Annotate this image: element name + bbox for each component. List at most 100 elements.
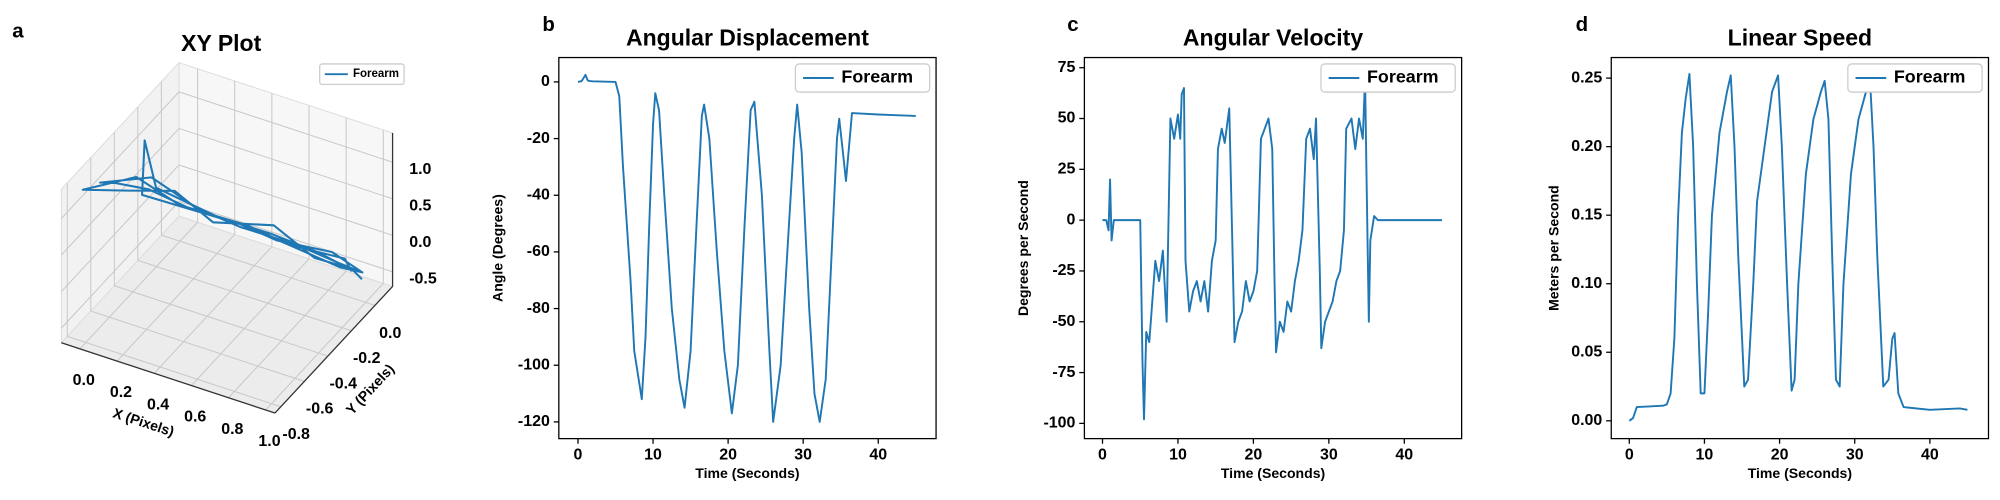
x-tick-label: 30 xyxy=(1320,446,1338,463)
y-tick-label: 0 xyxy=(1067,211,1076,228)
y-tick-label: -100 xyxy=(518,356,550,373)
grid-line xyxy=(190,258,310,386)
z-tick-label: 1.0 xyxy=(409,161,431,178)
grid-line xyxy=(265,283,384,411)
chart-title: Linear Speed xyxy=(1728,25,1872,51)
panel-letter: c xyxy=(1067,13,1078,36)
x-tick-label: 20 xyxy=(1771,446,1789,463)
legend: Forearm xyxy=(1320,63,1456,93)
x-tick-label: 10 xyxy=(1169,446,1187,463)
grid-line xyxy=(137,259,352,332)
legend-box xyxy=(319,63,405,86)
grid-line xyxy=(79,221,198,350)
legend-label: Forearm xyxy=(1894,67,1966,87)
x-axis-label: Time (Seconds) xyxy=(1748,465,1852,481)
legend: Forearm xyxy=(1847,63,1983,93)
x-tick-label: 0.0 xyxy=(73,372,95,389)
y-tick-label: 0.20 xyxy=(1571,138,1602,155)
x-tick-label: 0 xyxy=(574,446,583,463)
legend: Forearm xyxy=(319,63,405,86)
grid-line xyxy=(178,201,393,273)
x-tick-label: 30 xyxy=(794,446,812,463)
x-tick-label: 40 xyxy=(1921,446,1939,463)
x-tick-label: 1.0 xyxy=(258,433,280,450)
data-line xyxy=(577,73,916,423)
legend-label: Forearm xyxy=(1367,67,1439,87)
y-tick-label: -20 xyxy=(527,130,550,147)
grid-line xyxy=(228,270,347,399)
data-line xyxy=(81,139,364,280)
y-tick-label: -80 xyxy=(527,300,550,317)
y-tick-label: 0.05 xyxy=(1571,343,1602,360)
grid-line xyxy=(178,91,393,163)
grid-line xyxy=(90,310,305,382)
panel-letter: b xyxy=(542,13,555,36)
y-tick-label: 0.25 xyxy=(1571,69,1602,86)
grid-line xyxy=(61,91,180,219)
legend-label: Forearm xyxy=(353,68,399,80)
y-tick-label: 50 xyxy=(1058,110,1076,127)
grid-line xyxy=(178,164,393,236)
panel-letter: d xyxy=(1576,13,1589,36)
y-tick-label: 0.10 xyxy=(1571,275,1602,292)
y-tick-label: -50 xyxy=(1052,313,1075,330)
y-tick-label: -0.8 xyxy=(282,426,310,443)
legend: Forearm xyxy=(794,63,931,93)
y-tick-label: 0.00 xyxy=(1571,412,1602,429)
y-tick-label: -0.6 xyxy=(306,401,334,418)
axes-frame xyxy=(558,56,937,440)
y-tick-label: 75 xyxy=(1058,59,1076,76)
legend-box xyxy=(1320,63,1456,93)
chart-title: Angular Displacement xyxy=(626,25,869,51)
y-tick-label: -0.2 xyxy=(353,350,381,367)
grid-line xyxy=(67,335,281,408)
y-tick-label: -40 xyxy=(527,186,550,203)
data-line xyxy=(1628,73,1968,422)
y-tick-label: 0.0 xyxy=(379,325,401,342)
chart-title: Angular Velocity xyxy=(1183,25,1363,51)
x-tick-label: 0.2 xyxy=(110,384,132,401)
grid-line xyxy=(153,246,273,374)
y-axis-label: Meters per Second xyxy=(1546,185,1562,311)
y-tick-label: 0.15 xyxy=(1571,206,1602,223)
axis-line xyxy=(274,286,394,414)
y-tick-label: -75 xyxy=(1052,364,1075,381)
x-tick-label: 40 xyxy=(1395,446,1413,463)
chart-title: XY Plot xyxy=(181,30,261,56)
x-tick-label: 20 xyxy=(1245,446,1263,463)
x-tick-label: 0.6 xyxy=(184,409,206,426)
y-tick-label: -25 xyxy=(1052,262,1075,279)
grid-line xyxy=(114,285,329,357)
z-tick-label: -0.5 xyxy=(409,271,437,288)
x-tick-label: 10 xyxy=(644,446,662,463)
grid-line xyxy=(61,201,180,329)
legend-box xyxy=(1847,63,1983,93)
z-tick-label: 0.5 xyxy=(409,198,431,215)
x-axis-label: Time (Seconds) xyxy=(695,465,799,481)
x-tick-label: 40 xyxy=(869,446,887,463)
data-line xyxy=(1102,76,1443,421)
y-tick-label: -100 xyxy=(1043,415,1075,432)
x-tick-label: 0.4 xyxy=(147,396,169,413)
grid-line xyxy=(178,127,393,200)
y-axis-label: Angle (Degrees) xyxy=(489,194,505,302)
x-tick-label: 30 xyxy=(1846,446,1864,463)
y-tick-label: -60 xyxy=(527,243,550,260)
y-tick-label: -0.4 xyxy=(329,375,357,392)
grid-line xyxy=(161,234,376,306)
axes-frame xyxy=(1610,56,1990,440)
x-tick-label: 20 xyxy=(719,446,737,463)
x-axis-label: Time (Seconds) xyxy=(1221,465,1325,481)
panel-letter: a xyxy=(12,19,24,42)
axes-frame xyxy=(1083,56,1463,440)
x-tick-label: 0.8 xyxy=(221,421,243,438)
x-tick-label: 10 xyxy=(1696,446,1714,463)
y-tick-label: 0 xyxy=(541,73,550,90)
grid-line xyxy=(116,234,236,362)
legend-box xyxy=(794,63,931,93)
grid-line xyxy=(61,128,180,256)
z-tick-label: 0.0 xyxy=(409,234,431,251)
grid-line xyxy=(61,164,180,292)
axis-line xyxy=(61,342,276,414)
